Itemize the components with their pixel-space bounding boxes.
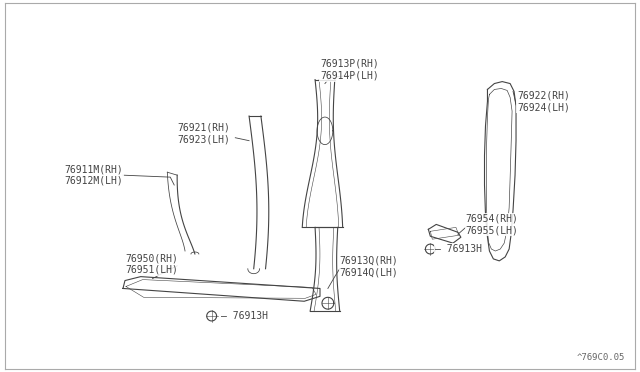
Text: — 76913H: — 76913H (221, 311, 269, 321)
Text: 76922(RH)
76924(LH): 76922(RH) 76924(LH) (517, 90, 570, 112)
Text: 76913P(RH)
76914P(LH): 76913P(RH) 76914P(LH) (320, 59, 379, 81)
Text: 76911M(RH)
76912M(LH): 76911M(RH) 76912M(LH) (64, 164, 123, 186)
Text: 76913Q(RH)
76914Q(LH): 76913Q(RH) 76914Q(LH) (340, 256, 399, 278)
Text: 76954(RH)
76955(LH): 76954(RH) 76955(LH) (466, 214, 518, 235)
Text: ^769C0.05: ^769C0.05 (577, 353, 625, 362)
Text: 76950(RH)
76951(LH): 76950(RH) 76951(LH) (125, 253, 178, 275)
Text: 76921(RH)
76923(LH): 76921(RH) 76923(LH) (177, 123, 230, 145)
Text: — 76913H: — 76913H (435, 244, 483, 254)
